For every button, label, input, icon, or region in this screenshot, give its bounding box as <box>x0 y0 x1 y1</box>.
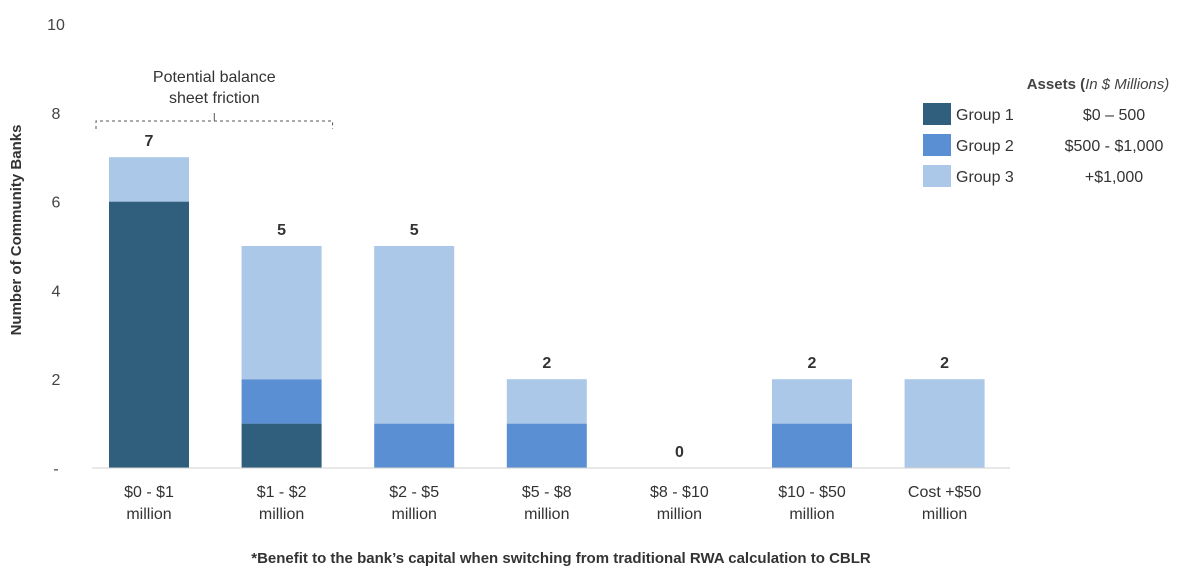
x-tick-label: million <box>392 506 437 523</box>
x-tick-label: million <box>657 506 702 523</box>
y-tick-label: 6 <box>52 195 61 212</box>
chart-footnote: *Benefit to the bank’s capital when swit… <box>251 550 871 567</box>
legend-series-name: Group 3 <box>956 169 1014 186</box>
x-tick-label: million <box>259 506 304 523</box>
x-tick-label: $2 - $5 <box>389 484 439 501</box>
legend-series-name: Group 1 <box>956 107 1014 124</box>
legend-title: Assets (In $ Millions) <box>1027 76 1170 93</box>
bar-segment-group-3 <box>904 379 985 468</box>
bar-segment-group-2 <box>374 423 455 468</box>
legend: Assets (In $ Millions) Group 1 $0 – 500 Gro… <box>923 76 1169 187</box>
bar-segment-group-3 <box>109 157 189 202</box>
x-tick-label: $5 - $8 <box>522 484 572 501</box>
y-tick-label: 8 <box>52 106 61 123</box>
y-tick-label: 2 <box>52 372 61 389</box>
legend-series-name: Group 2 <box>956 138 1014 155</box>
y-axis: - 2 4 6 8 10 <box>47 17 65 478</box>
bar-total-label: 0 <box>675 444 684 461</box>
bar-segment-group-2 <box>772 423 852 468</box>
bar-total-label: 5 <box>410 222 419 239</box>
x-tick-label: million <box>922 506 967 523</box>
bar-total-label: 7 <box>145 133 154 150</box>
x-tick-label: $8 - $10 <box>650 484 709 501</box>
legend-swatch <box>923 165 951 187</box>
bar-totals: 7 5 5 2 0 2 2 <box>145 133 950 461</box>
x-tick-label: $1 - $2 <box>257 484 307 501</box>
x-tick-label: million <box>789 506 834 523</box>
legend-series-range: $0 – 500 <box>1083 107 1145 124</box>
legend-swatch <box>923 103 951 125</box>
bar-segment-group-1 <box>109 201 189 468</box>
x-axis: $0 - $1 million $1 - $2 million $2 - $5 milli… <box>124 484 981 523</box>
y-tick-label: 4 <box>52 283 61 300</box>
bar-segment-group-3 <box>241 246 322 380</box>
legend-series-range: $500 - $1,000 <box>1065 138 1164 155</box>
annotation-bracket: Potential balance sheet friction <box>95 69 334 129</box>
y-tick-label: 10 <box>47 17 65 34</box>
annotation-text: sheet friction <box>169 90 260 107</box>
bar-total-label: 2 <box>808 355 817 372</box>
bar-segment-group-2 <box>506 423 587 468</box>
bar-segment-group-1 <box>241 423 322 468</box>
x-tick-label: million <box>524 506 569 523</box>
bar-segment-group-3 <box>506 379 587 424</box>
bars <box>109 157 985 468</box>
legend-series-range: +$1,000 <box>1085 169 1143 186</box>
x-tick-label: Cost +$50 <box>908 484 981 501</box>
bar-segment-group-3 <box>374 246 455 424</box>
bracket-line <box>95 120 334 129</box>
y-tick-label: - <box>53 461 58 478</box>
annotation-text: Potential balance <box>153 69 276 86</box>
legend-swatch <box>923 134 951 156</box>
x-tick-label: million <box>126 506 171 523</box>
bar-total-label: 2 <box>542 355 551 372</box>
x-tick-label: $10 - $50 <box>778 484 846 501</box>
y-axis-label: Number of Community Banks <box>8 125 25 336</box>
bar-segment-group-3 <box>772 379 852 424</box>
bar-total-label: 5 <box>277 222 286 239</box>
bar-total-label: 2 <box>940 355 949 372</box>
bar-segment-group-2 <box>241 379 322 424</box>
x-tick-label: $0 - $1 <box>124 484 174 501</box>
